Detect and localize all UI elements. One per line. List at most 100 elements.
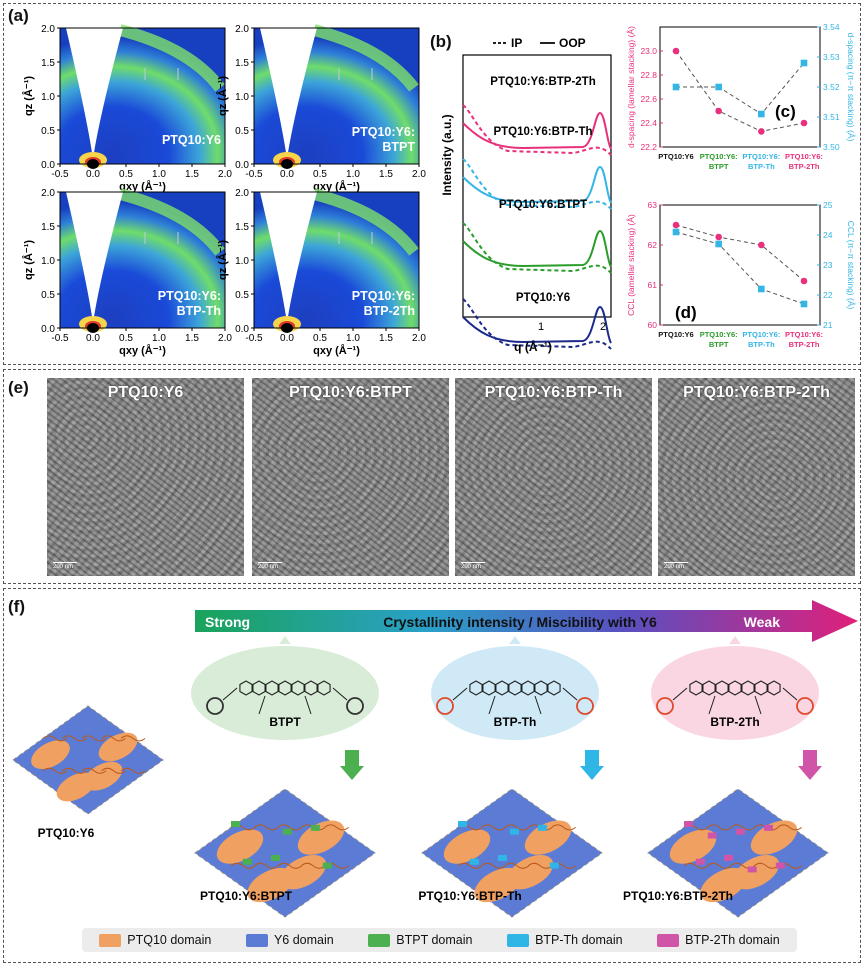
chain-stroke xyxy=(707,862,732,869)
ptq10-patch xyxy=(216,829,264,864)
y-tick-label: 2.0 xyxy=(235,188,249,199)
x-axis-label: qxy (Å⁻¹) xyxy=(313,344,360,357)
left-axis-label: d-spacing (lamellar stacking) (Å) xyxy=(626,26,636,148)
category-label: PTQ10:Y6: BTPT xyxy=(700,330,738,349)
panel-label-e: (e) xyxy=(8,378,29,397)
oop-curve xyxy=(462,229,612,268)
sample-label: PTQ10:Y6: BTP-Th xyxy=(158,289,221,318)
legend-item-y6: Y6 domain xyxy=(245,933,334,947)
ring-arc xyxy=(312,188,419,256)
right-tick-label: 3.50 xyxy=(823,142,840,152)
y-tick-label: 1.5 xyxy=(235,222,249,233)
x-axis-label: qxy (Å⁻¹) xyxy=(119,344,166,357)
acceptor-domain xyxy=(509,828,519,835)
sample-label: PTQ10:Y6 xyxy=(162,133,221,147)
end-group xyxy=(436,697,454,715)
giwaxs-image-1: PTQ10:Y60.00.51.01.52.0-0.5 0.0 0.5 1.0 1.5 2… xyxy=(22,24,232,193)
side-chains xyxy=(488,695,542,715)
acceptor-domain xyxy=(707,832,717,839)
btpt-swatch xyxy=(368,933,391,947)
ring-structure xyxy=(754,680,768,696)
scale-bar: 200 nm xyxy=(53,562,77,570)
y-tick-label: 1.0 xyxy=(235,92,249,103)
ptq10-patch xyxy=(750,820,798,855)
ring-structure xyxy=(715,680,729,696)
film-label: PTQ10:Y6:BTP-Th xyxy=(418,889,521,903)
panel-label-b: (b) xyxy=(430,32,452,51)
giwaxs-image-3: PTQ10:Y6: BTP-Th0.00.51.01.52.0-0.5 0.0 0.5… xyxy=(22,188,232,357)
linecut-series: PTQ10:Y6:BTP-2Th xyxy=(462,76,612,156)
left-tick-label: 22.4 xyxy=(640,118,657,128)
panel-label-a: (a) xyxy=(8,6,29,25)
acceptor-domain xyxy=(684,821,693,827)
tem-texture xyxy=(252,378,449,576)
linecut-series: PTQ10:Y6:BTP-Th xyxy=(462,126,612,210)
y-tick-label: 1.5 xyxy=(41,222,55,233)
right-axis-label: CCL (π−π stacking) (Å) xyxy=(846,221,856,310)
pi-stacking-point xyxy=(715,240,722,248)
x-tick-label: 0.0 xyxy=(280,333,294,344)
left-tick-label: 62 xyxy=(648,240,658,250)
tem-label: PTQ10:Y6 xyxy=(107,384,184,401)
x-tick-label: 0.5 xyxy=(119,169,133,180)
right-tick-label: 22 xyxy=(823,290,833,300)
sample-label: PTQ10:Y6: BTPT xyxy=(352,125,416,154)
ring-arc xyxy=(118,188,225,256)
lamellar-point xyxy=(672,47,680,55)
chain-stroke xyxy=(81,767,107,774)
acceptor-domain xyxy=(469,858,479,865)
acceptor-domain xyxy=(549,862,559,869)
y-axis-label: qz (Å⁻¹) xyxy=(216,76,229,116)
plot-frame xyxy=(462,54,612,318)
right-tick-label: 3.53 xyxy=(823,52,840,62)
left-tick-label: 60 xyxy=(648,320,658,330)
y-tick-label: 0.5 xyxy=(41,126,55,137)
end-group xyxy=(206,697,224,715)
ring-structure xyxy=(469,680,483,696)
tem-image: PTQ10:Y6:BTPT 200 nm xyxy=(252,378,449,576)
y-tick-label: 0.0 xyxy=(235,324,249,335)
category-label: PTQ10:Y6: BTP-2Th xyxy=(785,152,823,171)
chain-stroke xyxy=(101,735,126,742)
tem-image: PTQ10:Y6:BTP-Th 200 nm xyxy=(455,378,652,576)
left-tick-label: 23.0 xyxy=(640,46,657,56)
film-btp-2th xyxy=(647,788,829,918)
lamellar-point xyxy=(715,233,722,241)
sample-label-line: BTP-Th xyxy=(177,304,221,318)
acceptor-domain xyxy=(695,858,705,865)
chain-stroke xyxy=(504,824,530,831)
acceptor-domain xyxy=(497,854,507,861)
series-label: PTQ10:Y6:BTP-2Th xyxy=(490,76,595,88)
right-tick-label: 23 xyxy=(823,260,833,270)
ring-structure xyxy=(702,680,716,696)
category-label-line: PTQ10:Y6: xyxy=(742,330,780,339)
x-tick-label: 1.0 xyxy=(346,333,360,344)
scale-bar: 200 nm xyxy=(664,562,688,570)
scale-bar: 200 nm xyxy=(258,562,282,570)
right-tick-label: 24 xyxy=(823,230,833,240)
domain-legend: PTQ10 domain Y6 domain BTPT domain BTP-T… xyxy=(82,928,797,952)
chain-stroke xyxy=(230,862,256,869)
ring-structure xyxy=(252,680,266,696)
y-axis-label: Intensity (a.u.) xyxy=(440,114,454,195)
ptq10-patch xyxy=(669,829,717,864)
film-label: PTQ10:Y6 xyxy=(38,826,95,840)
left-tick-label: 61 xyxy=(648,280,658,290)
ptq10-patch xyxy=(297,820,345,855)
sample-label-line: PTQ10:Y6 xyxy=(162,133,221,147)
linker-bonds xyxy=(222,687,348,701)
chain-stroke xyxy=(707,824,732,831)
acceptor-domain xyxy=(242,858,252,865)
legend-oop-label: OOP xyxy=(559,36,586,50)
chain-stroke xyxy=(324,824,349,831)
sample-label-line: PTQ10:Y6: xyxy=(158,289,221,303)
side-chains xyxy=(708,695,762,715)
y-tick-label: 0.5 xyxy=(235,290,249,301)
chain-stroke xyxy=(254,862,279,869)
ring-arc xyxy=(118,24,225,92)
pi-stacking-point xyxy=(758,110,765,118)
chain-stroke xyxy=(481,824,506,831)
linecut-series: PTQ10:Y6 xyxy=(462,292,612,350)
